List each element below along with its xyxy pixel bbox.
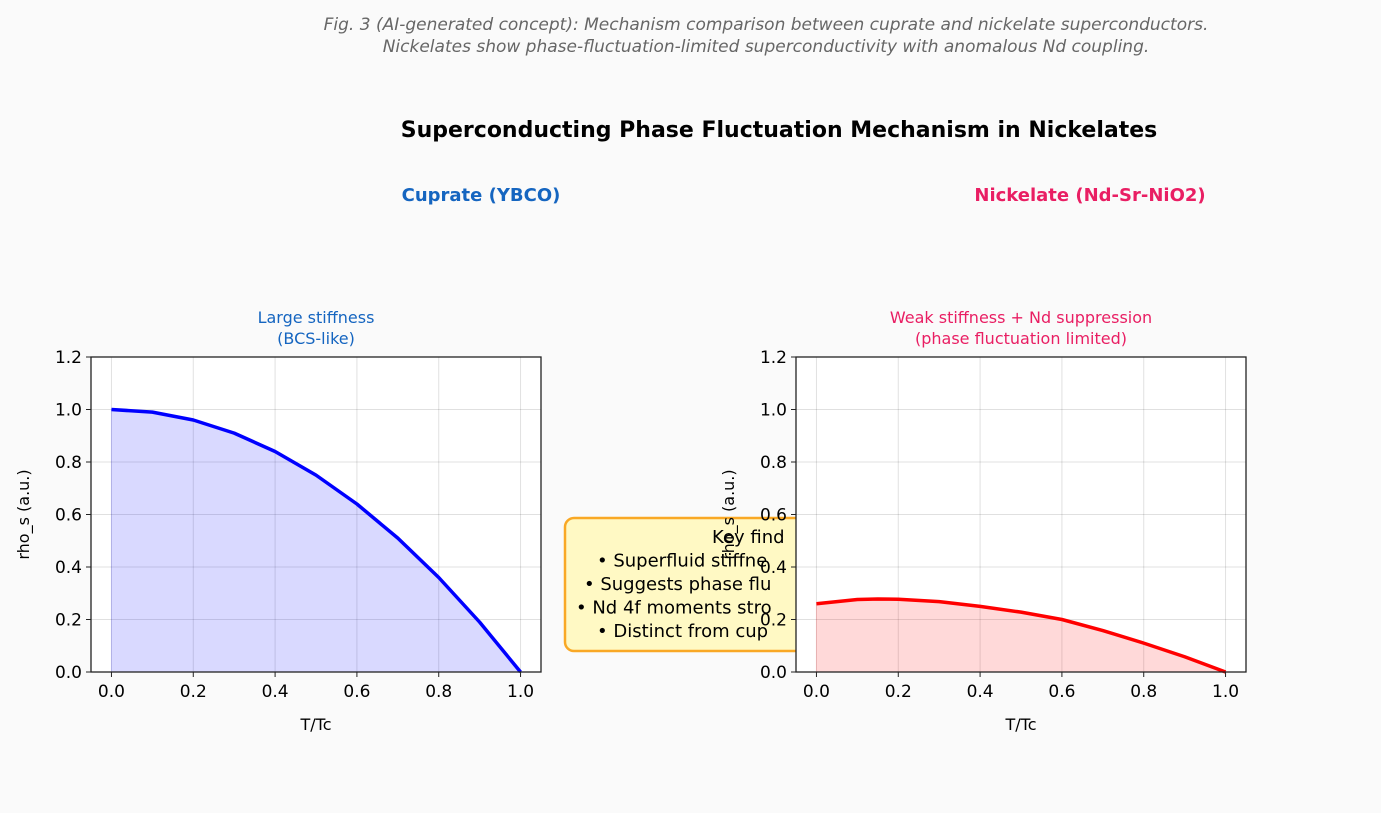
caption-line-1: Fig. 3 (AI-generated concept): Mechanism… <box>324 15 1209 35</box>
suptitle: Superconducting Phase Fluctuation Mechan… <box>401 118 1158 143</box>
x-tick-label: 0.6 <box>343 682 370 702</box>
y-tick-label: 0.8 <box>760 453 787 473</box>
series-line <box>816 597 1227 674</box>
y-tick-label: 0.8 <box>55 453 82 473</box>
axes-title: (BCS-like) <box>277 329 355 348</box>
x-tick-label: 1.0 <box>507 682 534 702</box>
series-line <box>111 407 522 674</box>
axes-title: (phase fluctuation limited) <box>915 329 1127 348</box>
y-axis-label: rho_s (a.u.) <box>719 469 739 559</box>
x-tick-label: 1.0 <box>1212 682 1239 702</box>
axes-title: Weak stiffness + Nd suppression <box>890 308 1152 327</box>
annotation-line: Key find <box>712 527 785 548</box>
cuprate-header: Cuprate (YBCO) <box>402 185 561 206</box>
plot-area <box>796 357 1246 672</box>
x-tick-label: 0.6 <box>1048 682 1075 702</box>
x-tick-label: 0.8 <box>1130 682 1157 702</box>
cuprate-axes: 0.0 0.2 0.4 0.6 0.8 1.0 0.0 0.2 0.4 0.6 0.8 1.0 1.2 T… <box>14 308 542 734</box>
y-tick-label: 0.6 <box>760 506 787 526</box>
y-tick-label: 1.2 <box>760 348 787 368</box>
y-tick-label: 0.2 <box>760 611 787 631</box>
y-tick-label: 0.2 <box>55 611 82 631</box>
axes-title: Large stiffness <box>258 308 375 327</box>
plot-area <box>91 357 541 672</box>
y-tick-label: 0.6 <box>55 506 82 526</box>
x-tick-label: 0.0 <box>98 682 125 702</box>
x-tick-label: 0.4 <box>262 682 289 702</box>
nickelate-header: Nickelate (Nd-Sr-NiO2) <box>974 185 1205 206</box>
x-axis-label: T/Tc <box>299 715 331 734</box>
y-tick-label: 0.4 <box>760 558 787 578</box>
x-tick-label: 0.2 <box>885 682 912 702</box>
x-tick-label: 0.0 <box>803 682 830 702</box>
x-axis-label: T/Tc <box>1004 715 1036 734</box>
annotation-line: • Nd 4f moments stro <box>576 598 772 619</box>
annotation-line: • Suggests phase flu <box>584 574 771 595</box>
annotation-line: • Distinct from cup <box>597 621 768 642</box>
y-tick-label: 1.0 <box>760 401 787 421</box>
y-axis-label: rho_s (a.u.) <box>14 469 34 559</box>
y-tick-label: 0.0 <box>55 663 82 683</box>
caption-line-2: Nickelates show phase-fluctuation-limite… <box>383 37 1150 57</box>
y-tick-label: 1.2 <box>55 348 82 368</box>
x-tick-label: 0.8 <box>425 682 452 702</box>
y-tick-label: 0.4 <box>55 558 82 578</box>
y-tick-label: 1.0 <box>55 401 82 421</box>
annotation-line: • Superfluid stiffne <box>597 551 767 572</box>
x-tick-label: 0.4 <box>967 682 994 702</box>
x-tick-label: 0.2 <box>180 682 207 702</box>
nickelate-axes: 0.0 0.2 0.4 0.6 0.8 1.0 0.0 0.2 0.4 0.6 0.8 1.0 1.2 T… <box>719 308 1247 734</box>
y-tick-label: 0.0 <box>760 663 787 683</box>
